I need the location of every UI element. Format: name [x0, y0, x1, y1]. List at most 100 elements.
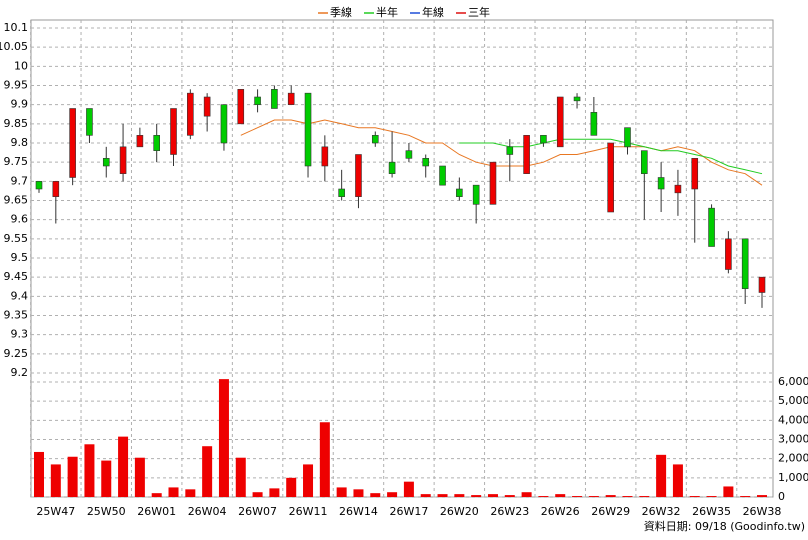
- legend-label: 季線: [330, 5, 352, 19]
- y2-tick-label: 4,000: [778, 413, 808, 426]
- candle-body: [758, 276, 766, 293]
- y-tick-label: 9.8: [11, 136, 29, 149]
- candle-body: [102, 158, 110, 167]
- candle-body: [725, 238, 732, 270]
- candle-body: [153, 135, 160, 151]
- candle-body: [573, 96, 581, 102]
- x-tick-label: 26W32: [642, 505, 681, 518]
- candle-body: [439, 165, 446, 186]
- candle-body: [523, 135, 530, 174]
- candle-body: [271, 89, 278, 109]
- candle-body: [540, 135, 547, 144]
- volume-bar: [622, 496, 633, 497]
- volume-bar: [723, 486, 734, 497]
- candle-body: [506, 146, 514, 155]
- volume-bar: [420, 494, 431, 497]
- volume-bar: [252, 492, 263, 497]
- candle-body: [338, 188, 345, 197]
- candle-body: [708, 207, 715, 247]
- candle-body: [674, 184, 682, 194]
- volume-bar: [689, 496, 700, 497]
- candle-body: [691, 158, 699, 190]
- x-tick-label: 26W35: [692, 505, 731, 518]
- x-tick-label: 26W38: [743, 505, 782, 518]
- x-tick-label: 26W14: [339, 505, 378, 518]
- volume-bar: [34, 451, 44, 497]
- volume-bar: [269, 488, 280, 497]
- volume-bar: [521, 492, 532, 497]
- volume-bar: [50, 464, 61, 497]
- volume-bar: [706, 496, 717, 497]
- y-tick-label: 9.4: [11, 289, 29, 302]
- x-tick-label: 26W07: [238, 505, 277, 518]
- candle-body: [254, 96, 261, 105]
- volume-bar: [538, 496, 549, 497]
- volume-bar: [185, 489, 196, 497]
- y-tick-label: 9.3: [11, 328, 29, 341]
- y-tick-label: 9.35: [4, 309, 29, 322]
- y2-tick-label: 1,000: [778, 471, 808, 484]
- volume-bar: [336, 487, 347, 497]
- y-tick-label: 9.2: [11, 366, 29, 379]
- candle-body: [405, 150, 413, 159]
- y-tick-label: 9.95: [4, 79, 29, 92]
- volume-bar: [303, 464, 314, 497]
- x-tick-label: 26W26: [541, 505, 580, 518]
- volume-bar: [101, 460, 112, 497]
- candle-body: [170, 108, 177, 155]
- volume-bar: [151, 493, 162, 497]
- volume-bar: [168, 487, 179, 497]
- x-tick-label: 25W50: [87, 505, 126, 518]
- candle-body: [556, 96, 564, 148]
- candle-body: [456, 188, 463, 197]
- volume-bar: [286, 477, 297, 497]
- candle-body: [52, 181, 60, 197]
- candle-body: [422, 158, 430, 167]
- candle-body: [187, 92, 194, 136]
- candle-body: [388, 161, 396, 174]
- x-tick-label: 26W01: [137, 505, 176, 518]
- candle-body: [119, 146, 127, 174]
- candle-body: [287, 92, 295, 105]
- volume-bar: [588, 496, 599, 497]
- y-tick-label: 10: [14, 59, 28, 72]
- volume-bar: [672, 464, 683, 497]
- y-tick-label: 9.75: [4, 155, 29, 168]
- volume-bar: [487, 494, 498, 497]
- candle-body: [203, 96, 211, 117]
- candle-body: [355, 154, 362, 197]
- candle-body: [489, 161, 497, 205]
- y-tick-label: 9.65: [4, 194, 29, 207]
- x-tick-label: 26W23: [490, 505, 529, 518]
- volume-bar: [504, 495, 515, 497]
- y-tick-label: 9.9: [11, 98, 29, 111]
- y-tick-label: 10.1: [4, 21, 29, 34]
- candle-body: [741, 238, 749, 289]
- volume-bar: [403, 481, 414, 497]
- volume-bar: [605, 495, 616, 497]
- legend-label: 三年: [468, 5, 490, 19]
- y-tick-label: 10.05: [0, 40, 28, 53]
- volume-bar: [387, 492, 398, 497]
- candle-body: [641, 150, 648, 174]
- y-tick-label: 9.6: [11, 213, 29, 226]
- y2-tick-label: 0: [778, 490, 785, 503]
- x-tick-label: 26W04: [188, 505, 227, 518]
- volume-bar: [572, 496, 583, 497]
- volume-bar: [353, 489, 364, 497]
- x-tick-label: 25W47: [36, 505, 75, 518]
- candle-body: [321, 146, 329, 167]
- y-tick-label: 9.5: [11, 251, 29, 264]
- footnote: 資料日期: 09/18 (Goodinfo.tw): [644, 519, 805, 533]
- volume-bar: [740, 496, 751, 497]
- y2-tick-label: 2,000: [778, 452, 808, 465]
- candle-body: [237, 89, 245, 125]
- volume-bar: [218, 379, 229, 497]
- candle-body: [69, 108, 76, 178]
- candle-body: [371, 135, 379, 144]
- candle-body: [607, 142, 614, 213]
- y2-tick-label: 5,000: [778, 394, 808, 407]
- candle-body: [472, 184, 480, 205]
- volume-bar: [118, 436, 129, 497]
